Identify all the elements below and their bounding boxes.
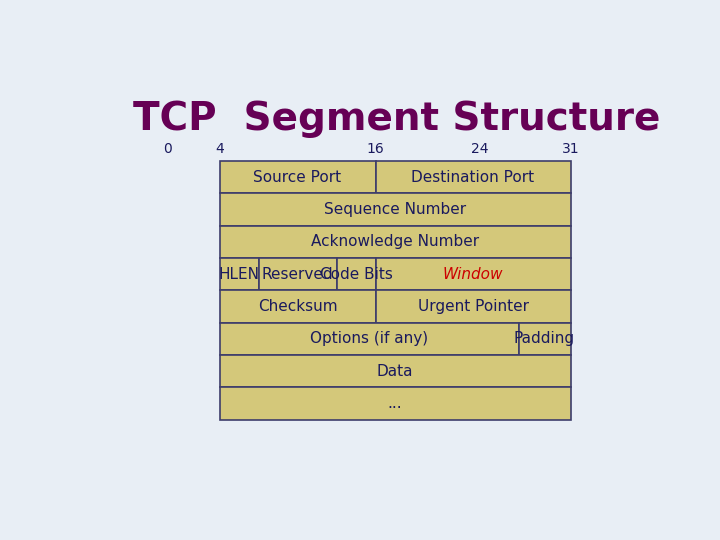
Text: 0: 0 — [163, 141, 172, 156]
Bar — [376, 258, 570, 291]
Bar — [220, 193, 570, 226]
Text: Sequence Number: Sequence Number — [324, 202, 466, 217]
Bar — [220, 355, 570, 387]
Text: Options (if any): Options (if any) — [310, 332, 428, 347]
Bar — [220, 323, 518, 355]
Bar — [376, 161, 570, 193]
Text: Checksum: Checksum — [258, 299, 337, 314]
Bar — [518, 323, 570, 355]
Text: 24: 24 — [471, 141, 488, 156]
Bar — [336, 258, 376, 291]
Text: Source Port: Source Port — [253, 170, 341, 185]
Text: 4: 4 — [215, 141, 224, 156]
Text: ...: ... — [387, 396, 402, 411]
Bar — [220, 161, 376, 193]
Text: HLEN: HLEN — [218, 267, 259, 282]
Text: 16: 16 — [366, 141, 384, 156]
Text: 31: 31 — [562, 141, 580, 156]
Bar — [376, 291, 570, 323]
Bar — [220, 291, 376, 323]
Text: Window: Window — [443, 267, 503, 282]
Bar — [220, 387, 570, 420]
Text: Padding: Padding — [514, 332, 575, 347]
Text: Urgent Pointer: Urgent Pointer — [418, 299, 528, 314]
Text: TCP  Segment Structure: TCP Segment Structure — [132, 100, 660, 138]
Bar — [220, 226, 570, 258]
Text: Acknowledge Number: Acknowledge Number — [311, 234, 479, 249]
Text: Code Bits: Code Bits — [320, 267, 392, 282]
Bar — [258, 258, 336, 291]
Bar — [220, 258, 258, 291]
Text: Destination Port: Destination Port — [411, 170, 534, 185]
Text: Data: Data — [377, 364, 413, 379]
Text: Reserved: Reserved — [261, 267, 333, 282]
